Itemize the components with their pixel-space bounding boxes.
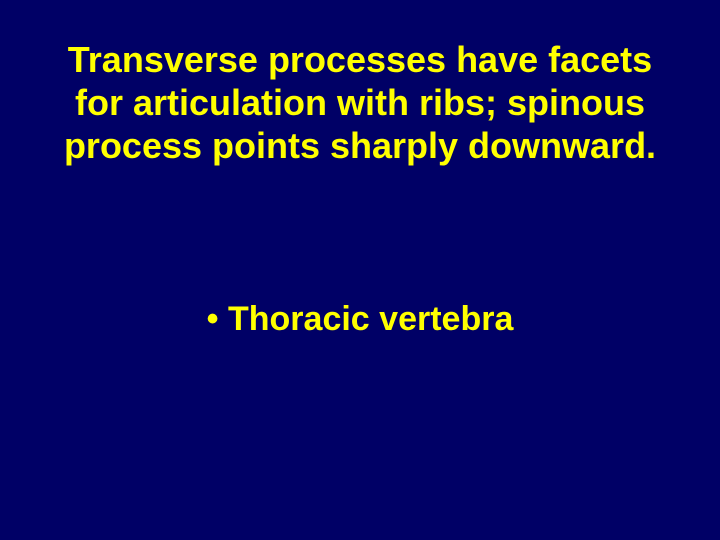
- bullet-list: • Thoracic vertebra: [0, 300, 720, 339]
- slide-title: Transverse processes have facets for art…: [0, 38, 720, 168]
- bullet-marker: •: [207, 300, 219, 338]
- slide-title-text: Transverse processes have facets for art…: [64, 39, 656, 166]
- bullet-item: • Thoracic vertebra: [207, 300, 514, 339]
- slide: Transverse processes have facets for art…: [0, 0, 720, 540]
- bullet-text: Thoracic vertebra: [228, 300, 513, 338]
